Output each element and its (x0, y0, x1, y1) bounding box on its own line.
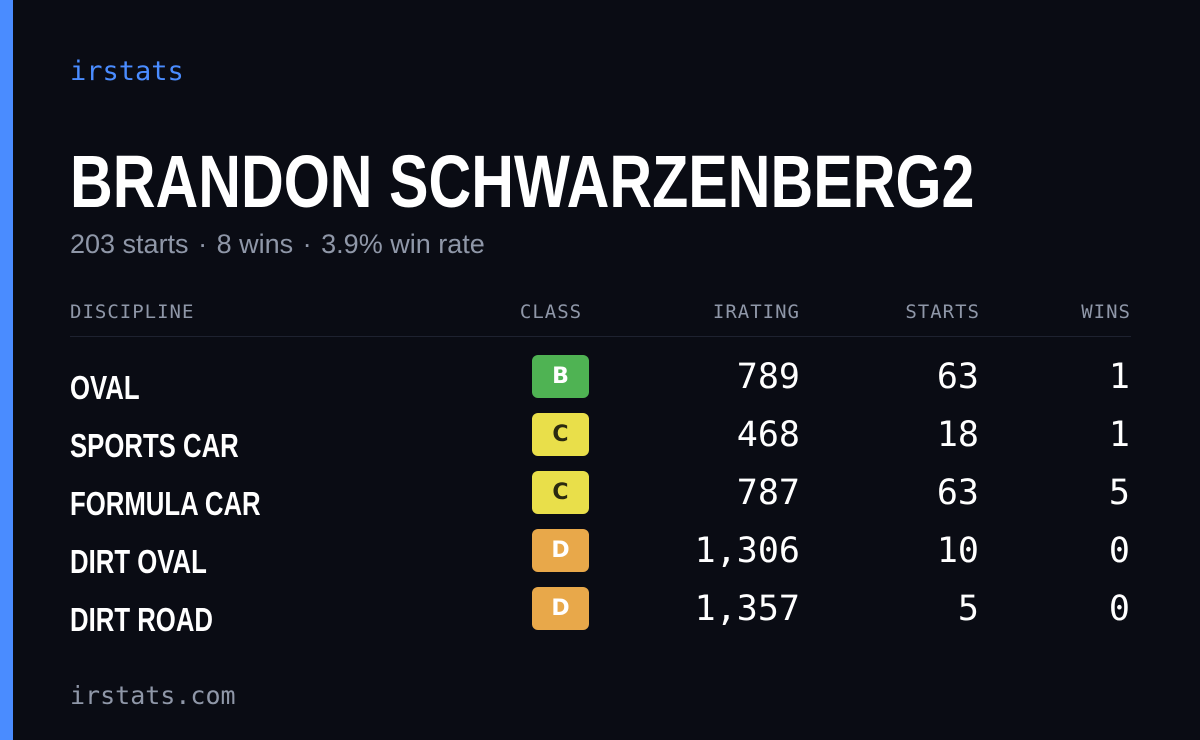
summary-separator: · (198, 229, 208, 259)
header-irating: IRATING (712, 301, 800, 323)
class-badge: C (532, 413, 589, 456)
irating-value: 789 (736, 357, 800, 397)
header-discipline: DISCIPLINE (70, 301, 195, 323)
wins-value: 1 (1108, 415, 1130, 455)
wins-value: 5 (1108, 473, 1130, 513)
table-row: SPORTS CAR C 468 18 1 (70, 413, 1131, 478)
irating-value: 468 (736, 415, 800, 455)
wins-summary: 8 wins (216, 229, 294, 259)
starts-value: 63 (936, 357, 979, 397)
discipline-name: SPORTS CAR (70, 427, 239, 464)
table-header: DISCIPLINE CLASS IRATING STARTS WINS (70, 300, 1131, 337)
table-row: DIRT ROAD D 1,357 5 0 (70, 587, 1131, 652)
accent-bar (0, 0, 13, 740)
discipline-name: OVAL (70, 369, 140, 406)
starts-value: 10 (936, 531, 979, 571)
starts-value: 18 (936, 415, 979, 455)
class-badge: D (532, 587, 589, 630)
irating-value: 787 (736, 473, 800, 513)
header-wins: WINS (1081, 301, 1131, 323)
discipline-name: DIRT OVAL (70, 543, 207, 580)
driver-summary: 203 starts · 8 wins · 3.9% win rate (70, 227, 485, 261)
header-starts: STARTS (905, 301, 980, 323)
table-row: FORMULA CAR C 787 63 5 (70, 471, 1131, 536)
irating-value: 1,357 (694, 589, 800, 629)
footer-link[interactable]: irstats.com (70, 681, 236, 710)
wins-value: 1 (1108, 357, 1130, 397)
irating-value: 1,306 (694, 531, 800, 571)
wins-value: 0 (1108, 589, 1130, 629)
class-badge: C (532, 471, 589, 514)
table-row: OVAL B 789 63 1 (70, 355, 1131, 420)
wins-value: 0 (1108, 531, 1130, 571)
starts-value: 63 (936, 473, 979, 513)
class-badge: D (532, 529, 589, 572)
table-row: DIRT OVAL D 1,306 10 0 (70, 529, 1131, 594)
summary-separator: · (302, 229, 312, 259)
class-badge: B (532, 355, 589, 398)
header-class: CLASS (519, 301, 583, 323)
brand-logo[interactable]: irstats (70, 56, 184, 87)
discipline-name: FORMULA CAR (70, 485, 261, 522)
starts-value: 5 (957, 589, 979, 629)
discipline-name: DIRT ROAD (70, 601, 213, 638)
win-rate-summary: 3.9% win rate (321, 229, 485, 259)
starts-summary: 203 starts (70, 229, 189, 259)
driver-name: BRANDON SCHWARZENBERG2 (70, 140, 975, 223)
